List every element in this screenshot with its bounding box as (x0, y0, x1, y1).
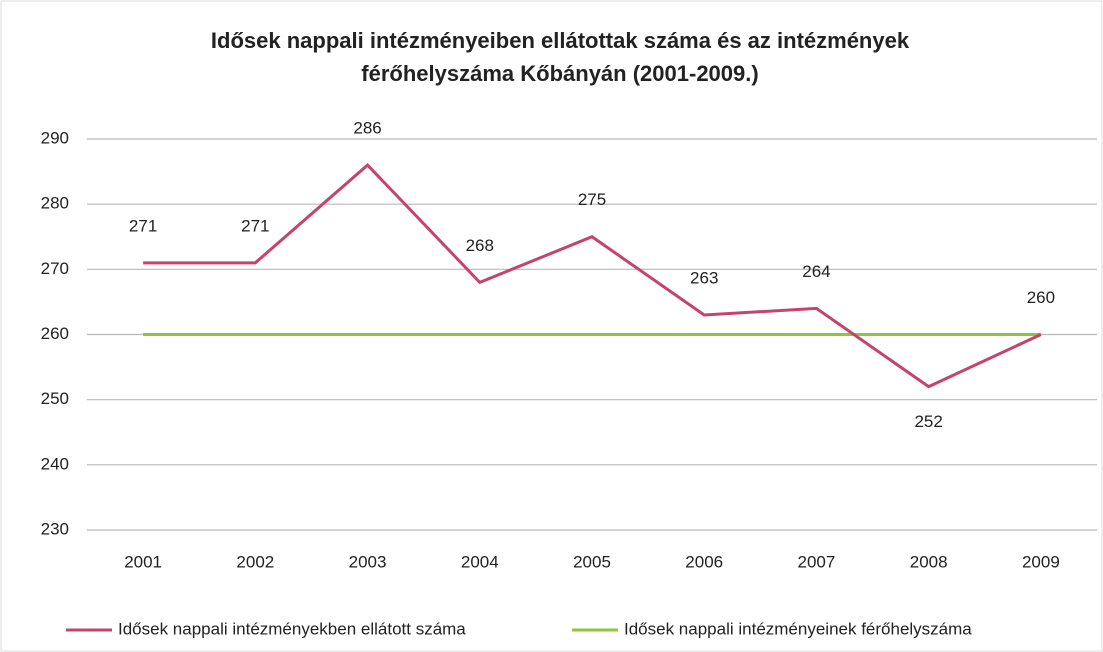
y-tick-label: 260 (41, 324, 69, 343)
x-tick-label: 2004 (461, 552, 499, 571)
data-label: 264 (802, 262, 830, 281)
data-label: 260 (1027, 288, 1055, 307)
x-tick-label: 2007 (798, 552, 836, 571)
data-label: 263 (690, 268, 718, 287)
chart-title: Idősek nappali intézményeiben ellátottak… (211, 28, 910, 53)
y-tick-label: 270 (41, 259, 69, 278)
y-tick-label: 290 (41, 128, 69, 147)
x-tick-label: 2003 (349, 552, 387, 571)
chart-title: férőhelyszáma Kőbányán (2001-2009.) (361, 61, 758, 86)
legend-label: Idősek nappali intézményeinek férőhelysz… (624, 619, 972, 638)
data-label: 271 (129, 216, 157, 235)
series-line (143, 162, 1042, 389)
x-tick-label: 2002 (236, 552, 274, 571)
x-tick-label: 2008 (910, 552, 948, 571)
data-label: 271 (241, 216, 269, 235)
y-tick-label: 250 (41, 389, 69, 408)
x-tick-label: 2005 (573, 552, 611, 571)
x-tick-label: 2001 (124, 552, 162, 571)
y-tick-label: 280 (41, 194, 69, 213)
data-label: 275 (578, 190, 606, 209)
x-tick-label: 2009 (1022, 552, 1060, 571)
y-tick-label: 240 (41, 454, 69, 473)
data-label: 286 (353, 119, 381, 138)
data-label: 268 (466, 236, 494, 255)
x-tick-label: 2006 (685, 552, 723, 571)
legend-label: Idősek nappali intézményekben ellátott s… (118, 619, 466, 638)
y-tick-label: 230 (41, 519, 69, 538)
data-label: 252 (914, 412, 942, 431)
